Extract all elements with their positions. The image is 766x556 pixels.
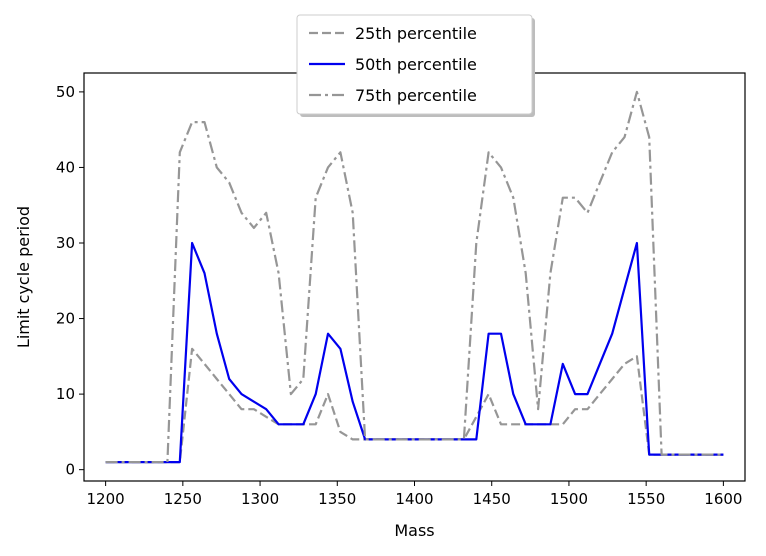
x-axis-title: Mass (394, 521, 434, 540)
legend-box (296, 14, 533, 115)
y-axis-title: Limit cycle period (14, 206, 33, 348)
x-tick-label: 1250 (164, 490, 202, 508)
series-layer (105, 90, 724, 464)
y-tick-label: 30 (56, 234, 75, 252)
legend-label: 25th percentile (355, 24, 477, 43)
y-tick-label: 10 (56, 385, 75, 403)
y-tick-label: 40 (56, 158, 75, 176)
x-tick-label: 1200 (87, 490, 125, 508)
x-tick-label: 1500 (550, 490, 588, 508)
y-axis-ticks: 0 10 20 30 40 50 (56, 83, 84, 479)
y-tick-label: 20 (56, 310, 75, 328)
y-tick-label: 50 (56, 83, 75, 101)
x-tick-label: 1600 (704, 490, 742, 508)
series-line-3 (105, 90, 724, 464)
x-axis-ticks: 1200 1250 1300 1350 1400 1450 1500 1550 1600 (87, 481, 742, 508)
x-tick-label: 1550 (627, 490, 665, 508)
x-tick-label: 1350 (318, 490, 356, 508)
x-tick-label: 1450 (473, 490, 511, 508)
series-line-1 (105, 347, 724, 464)
y-tick-label: 0 (65, 461, 75, 479)
x-tick-label: 1300 (241, 490, 279, 508)
legend-label: 50th percentile (355, 55, 477, 74)
series-line-2 (105, 241, 724, 464)
x-tick-label: 1400 (395, 490, 433, 508)
legend: 25th percentile 50th percentile 75th perce… (296, 14, 535, 117)
legend-label: 75th percentile (355, 86, 477, 105)
